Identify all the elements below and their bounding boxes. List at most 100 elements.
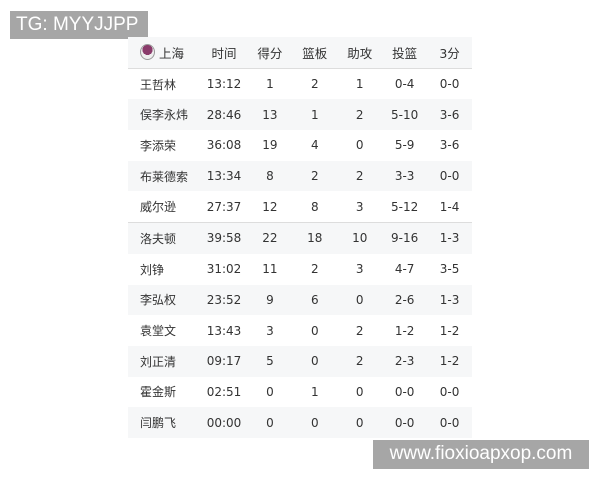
stat-3pt: 3-5 (439, 262, 460, 277)
player-name: 闫鹏飞 (140, 416, 177, 431)
stat-rebounds: 0 (310, 323, 319, 338)
stat-fg: 5-10 (391, 107, 419, 122)
watermark-top: TG: MYYJJPP (10, 11, 148, 39)
stat-3pt: 3-6 (439, 138, 460, 153)
stat-time: 23:52 (206, 292, 242, 307)
team-logo-icon (140, 44, 155, 61)
stat-time: 13:12 (206, 77, 242, 92)
stat-3pt: 0-0 (439, 169, 460, 184)
stat-time: 13:34 (206, 169, 242, 184)
stat-fg: 2-3 (394, 354, 415, 369)
stat-rebounds: 4 (310, 138, 319, 153)
player-name: 袁堂文 (140, 324, 177, 339)
stat-rebounds: 0 (310, 354, 319, 369)
stat-fg: 1-2 (394, 323, 415, 338)
player-name: 王哲林 (140, 77, 177, 92)
stat-points: 12 (262, 199, 278, 214)
column-header-3pt: 3分 (439, 45, 460, 61)
stat-3pt: 1-3 (439, 292, 460, 307)
stat-fg: 5-9 (394, 138, 415, 153)
stat-3pt: 0-0 (439, 77, 460, 92)
player-name: 俣李永炜 (140, 108, 189, 123)
stat-time: 09:17 (206, 354, 242, 369)
stat-points: 0 (266, 384, 274, 399)
column-header-rebounds: 篮板 (302, 45, 328, 61)
table-row: 俣李永炜 28:46 13 1 2 5-10 3-6 (128, 99, 472, 131)
player-name: 洛夫顿 (140, 231, 177, 246)
table-row: 威尔逊 27:37 12 8 3 5-12 1-4 (128, 191, 472, 224)
player-name: 霍金斯 (140, 385, 177, 400)
table-row: 闫鹏飞 00:00 0 0 0 0-0 0-0 (128, 407, 472, 438)
stat-assists: 2 (355, 169, 364, 184)
column-header-points: 得分 (257, 45, 283, 61)
stat-time: 27:37 (206, 199, 242, 214)
stat-assists: 2 (355, 323, 364, 338)
table-row: 王哲林 13:12 1 2 1 0-4 0-0 (128, 69, 472, 100)
stat-points: 19 (262, 138, 278, 153)
stat-rebounds: 18 (307, 231, 323, 246)
stat-assists: 2 (355, 354, 364, 369)
column-header-fg: 投篮 (392, 45, 418, 61)
stat-points: 5 (266, 354, 274, 369)
stat-assists: 3 (355, 199, 364, 214)
stat-points: 13 (262, 107, 278, 122)
stat-fg: 5-12 (391, 199, 419, 214)
stat-fg: 3-3 (394, 169, 415, 184)
stat-time: 36:08 (206, 138, 242, 153)
table-row: 刘正清 09:17 5 0 2 2-3 1-2 (128, 345, 472, 377)
stat-time: 31:02 (206, 262, 242, 277)
column-header-assists: 助攻 (347, 45, 373, 61)
stat-3pt: 1-3 (439, 231, 460, 246)
stat-assists: 2 (355, 107, 364, 122)
table-row: 霍金斯 02:51 0 1 0 0-0 0-0 (128, 377, 472, 408)
stat-points: 11 (262, 262, 278, 277)
stat-points: 3 (266, 323, 274, 338)
stat-rebounds: 2 (310, 77, 319, 92)
stat-rebounds: 2 (310, 262, 319, 277)
stat-fg: 0-4 (394, 77, 415, 92)
table-header: 上海 时间 得分 篮板 助攻 投篮 3分 (128, 37, 472, 69)
table-row: 刘铮 31:02 11 2 3 4-7 3-5 (128, 254, 472, 285)
column-header-time: 时间 (211, 45, 237, 61)
stat-points: 0 (266, 415, 274, 430)
player-name: 威尔逊 (140, 200, 177, 215)
stat-fg: 0-0 (394, 415, 415, 430)
team-name: 上海 (159, 45, 185, 61)
stat-points: 1 (266, 77, 274, 92)
stat-assists: 1 (355, 77, 364, 92)
stat-points: 8 (266, 169, 274, 184)
stat-assists: 0 (355, 384, 364, 399)
stat-points: 9 (266, 292, 274, 307)
table-row: 李添荣 36:08 19 4 0 5-9 3-6 (128, 130, 472, 161)
stat-time: 02:51 (206, 384, 242, 399)
stat-points: 22 (262, 231, 278, 246)
team-header: 上海 (128, 43, 201, 62)
stat-fg: 0-0 (394, 384, 415, 399)
stat-assists: 0 (355, 415, 364, 430)
stat-rebounds: 0 (310, 415, 319, 430)
stat-rebounds: 6 (310, 292, 319, 307)
stat-3pt: 1-2 (439, 323, 460, 338)
stat-rebounds: 2 (310, 169, 319, 184)
stat-rebounds: 1 (310, 107, 319, 122)
watermark-bottom: www.fioxioapxop.com (373, 440, 589, 469)
stat-assists: 0 (355, 292, 364, 307)
stat-time: 28:46 (206, 107, 242, 122)
stat-rebounds: 1 (310, 384, 319, 399)
stat-3pt: 3-6 (439, 107, 460, 122)
table-row: 布莱德索 13:34 8 2 2 3-3 0-0 (128, 160, 472, 192)
table-row: 洛夫顿 39:58 22 18 10 9-16 1-3 (128, 223, 472, 254)
stat-time: 00:00 (206, 415, 242, 430)
stat-rebounds: 8 (310, 199, 319, 214)
stat-time: 39:58 (206, 231, 242, 246)
table-row: 李弘权 23:52 9 6 0 2-6 1-3 (128, 284, 472, 316)
stat-fg: 2-6 (394, 292, 415, 307)
box-score-table: 上海 时间 得分 篮板 助攻 投篮 3分 王哲林 13:12 1 2 1 0-4 0-0 俣李… (128, 37, 472, 438)
stat-3pt: 0-0 (439, 384, 460, 399)
stat-fg: 9-16 (391, 231, 419, 246)
player-name: 刘正清 (140, 354, 177, 369)
stat-assists: 10 (352, 231, 368, 246)
stat-time: 13:43 (206, 323, 242, 338)
stat-3pt: 1-4 (439, 199, 460, 214)
player-name: 李弘权 (140, 293, 177, 308)
